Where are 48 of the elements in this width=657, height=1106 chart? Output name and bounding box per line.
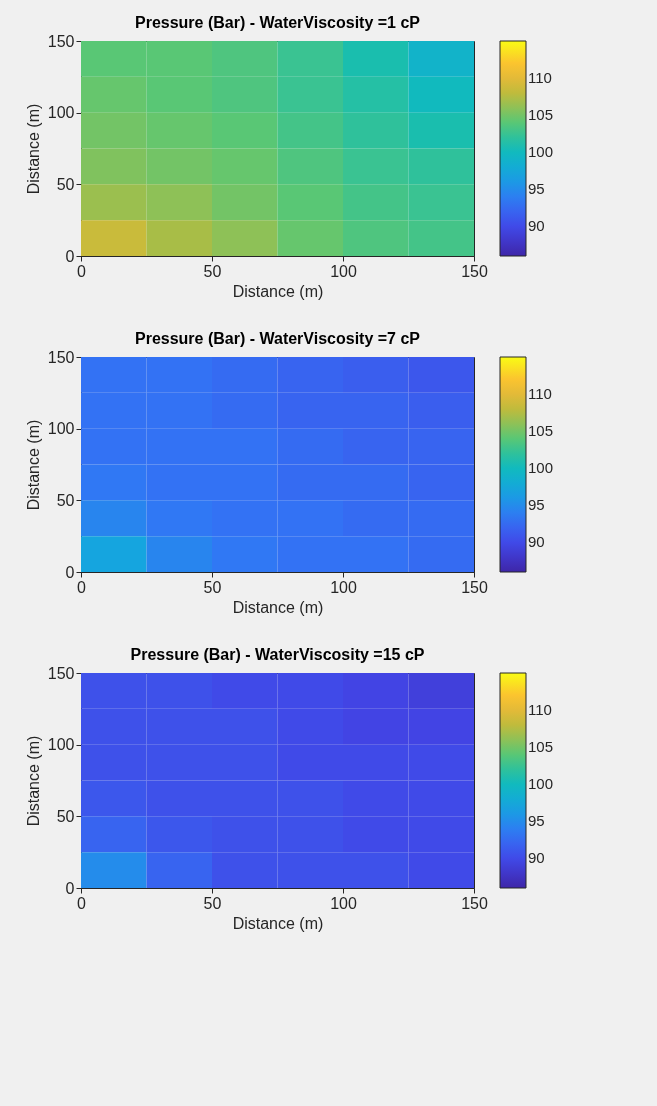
x-tick-label: 50 [203, 894, 222, 912]
x-tick-label: 0 [77, 262, 87, 280]
color-bar-label: 95 [528, 180, 545, 198]
color-bar-label: 95 [528, 812, 545, 830]
y-tick-label: 100 [47, 104, 75, 122]
color-bar-label: 100 [528, 775, 554, 793]
color-bar-label: 110 [528, 69, 552, 87]
color-bar-label: 110 [528, 701, 552, 719]
x-tick-label: 100 [330, 578, 357, 596]
y-axis-title: Distance (m) [24, 103, 42, 195]
x-tick-label: 150 [461, 262, 488, 280]
y-tick-label: 0 [65, 879, 75, 897]
y-tick-label: 50 [56, 491, 75, 509]
color-bar-label: 95 [528, 496, 545, 514]
x-axis-title: Distance (m) [232, 914, 324, 932]
x-tick-label: 0 [77, 894, 87, 912]
x-tick-label: 50 [203, 262, 222, 280]
x-tick-label: 150 [461, 578, 488, 596]
color-bar-label: 105 [528, 738, 554, 756]
y-tick-label: 150 [47, 32, 75, 50]
color-bar-label: 105 [528, 422, 554, 440]
y-tick-label: 100 [47, 420, 75, 438]
y-tick-label: 0 [65, 247, 75, 265]
chart-title: Pressure (Bar) - WaterViscosity =7 cP [134, 330, 421, 347]
x-tick-label: 0 [77, 578, 87, 596]
x-axis-title: Distance (m) [232, 282, 324, 300]
x-tick-label: 100 [330, 894, 357, 912]
color-bar-label: 110 [528, 385, 552, 403]
color-bar-label: 100 [528, 143, 554, 161]
color-bar-label: 90 [528, 849, 545, 867]
color-bar-label: 105 [528, 106, 554, 124]
x-tick-label: 50 [203, 578, 222, 596]
y-axis-title: Distance (m) [24, 419, 42, 511]
x-tick-label: 100 [330, 262, 357, 280]
y-tick-label: 150 [47, 664, 75, 682]
chart-title: Pressure (Bar) - WaterViscosity =15 cP [130, 646, 425, 663]
y-tick-label: 0 [65, 563, 75, 581]
chart-title: Pressure (Bar) - WaterViscosity =1 cP [134, 14, 421, 31]
color-bar-label: 90 [528, 533, 545, 551]
y-axis-title: Distance (m) [24, 735, 42, 827]
x-axis-title: Distance (m) [232, 598, 324, 616]
x-tick-label: 150 [461, 894, 488, 912]
y-tick-label: 100 [47, 736, 75, 754]
color-bar-label: 100 [528, 459, 554, 477]
color-bar-label: 90 [528, 217, 545, 235]
y-tick-label: 150 [47, 348, 75, 366]
y-tick-label: 50 [56, 175, 75, 193]
y-tick-label: 50 [56, 807, 75, 825]
